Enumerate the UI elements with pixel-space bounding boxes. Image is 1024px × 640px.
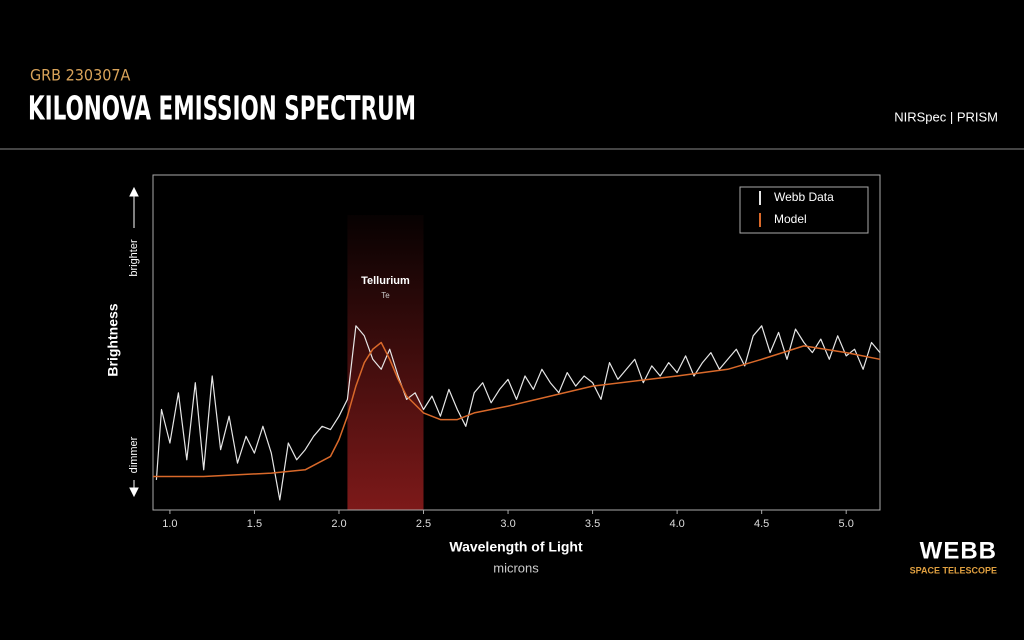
series-line [153,341,881,478]
legend-box [739,186,869,234]
arrow-up-head [129,186,139,197]
x-tick-label: 3.0 [500,518,515,530]
x-tick-label: 4.5 [754,518,769,530]
y-arrows [129,186,139,498]
plot-frame [152,174,881,511]
x-tick-label: 2.0 [331,518,346,530]
x-tick-label: 5.0 [839,518,854,530]
legend-label: Webb Data [774,190,834,204]
x-tick-label: 1.5 [247,518,262,530]
logo-name: WEBB [920,537,997,564]
y-label: Brightness [105,303,121,376]
series-line [155,325,881,501]
logo-tagline: SPACE TELESCOPE [910,565,997,575]
y-low-label: dimmer [128,436,140,473]
highlight-label: Tellurium [361,275,410,287]
legend-label: Model [774,212,807,226]
y-high-label: brighter [128,239,140,277]
x-tick-label: 4.0 [669,518,684,530]
highlight-sublabel: Te [381,291,390,300]
plot: Tellurium Te 1.0 1.5 2.0 2.5 3.0 3.5 4.0 4.5 5.0 We… [152,174,881,530]
x-tick-label: 2.5 [416,518,431,530]
highlight-band [347,215,424,510]
instrument: NIRSpec | PRISM [894,109,998,124]
title: KILONOVA EMISSION SPECTRUM [28,89,416,128]
x-unit: microns [493,560,539,575]
x-tick-label: 3.5 [585,518,600,530]
x-label: Wavelength of Light [449,539,583,555]
x-tick-label: 1.0 [162,518,177,530]
arrow-down-head [129,487,139,498]
subtitle: GRB 230307A [30,66,131,85]
